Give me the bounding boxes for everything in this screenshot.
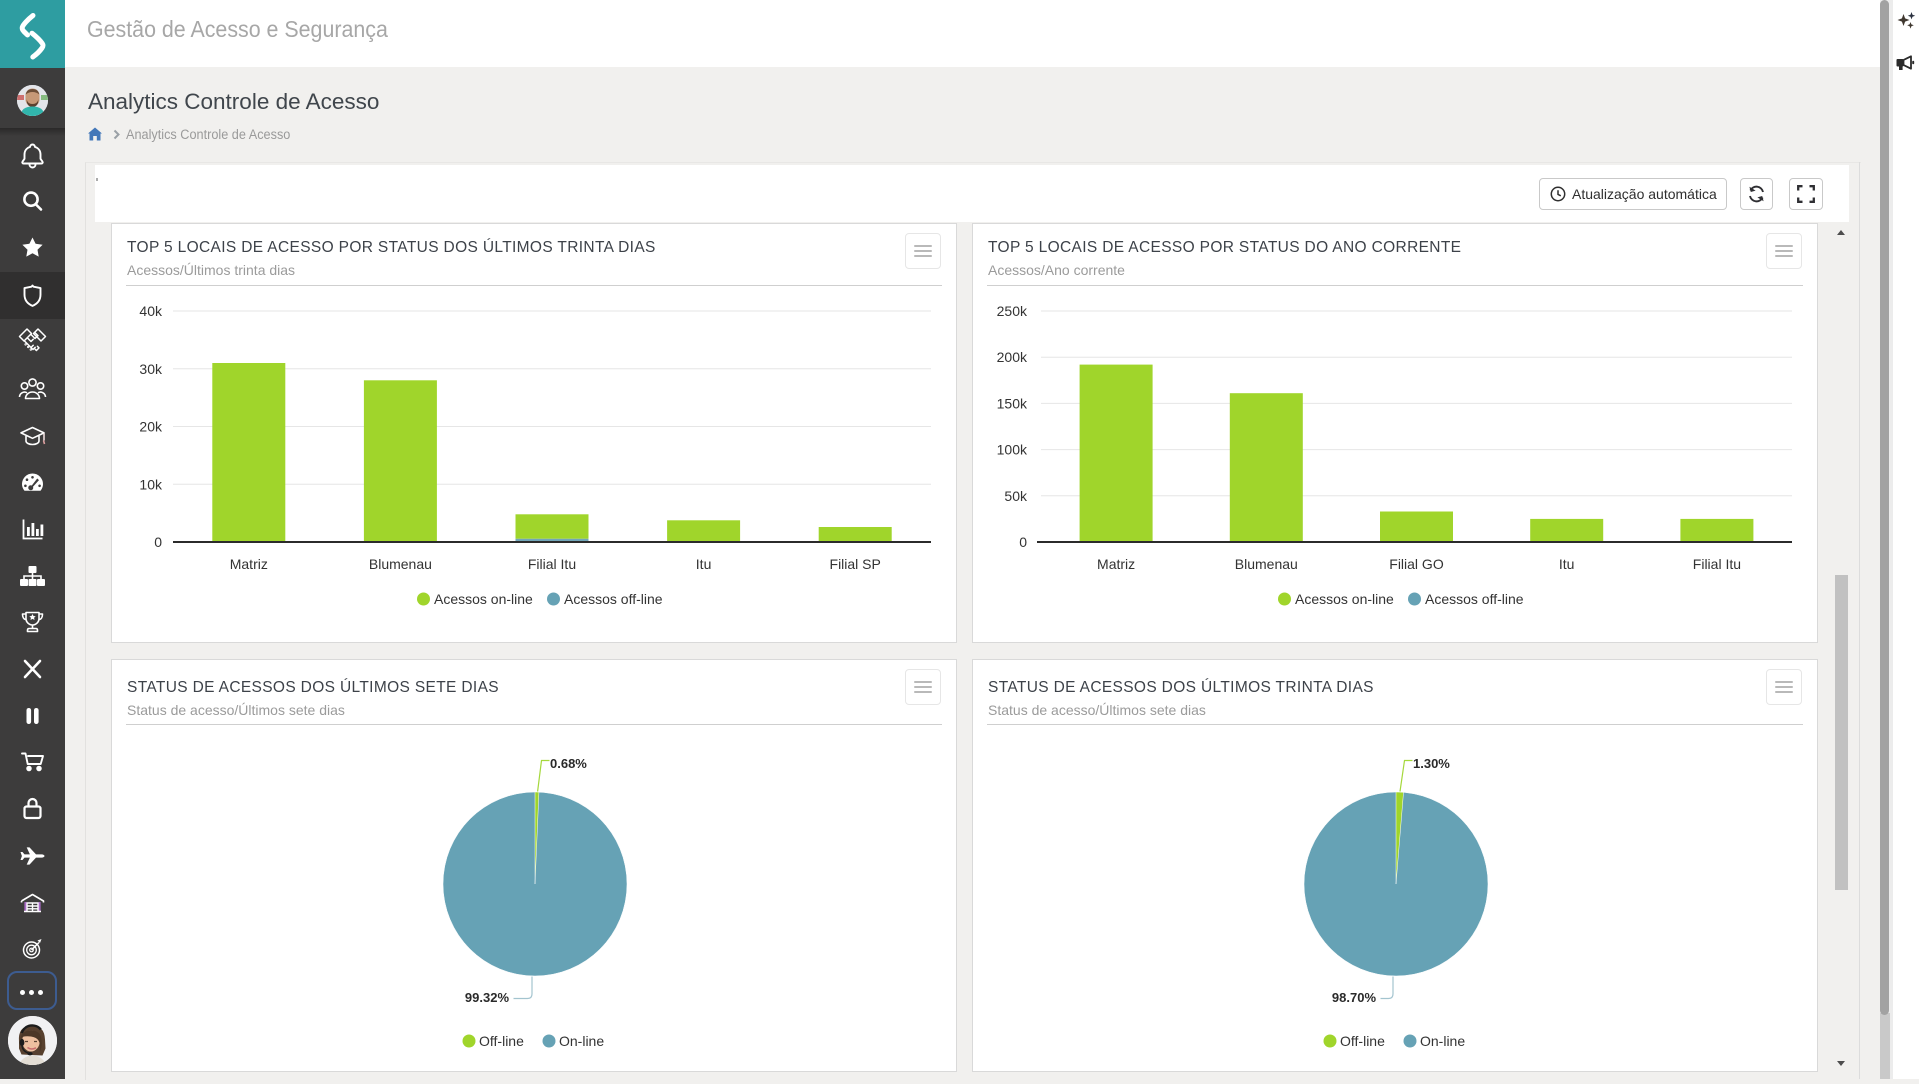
- svg-text:Acessos off-line: Acessos off-line: [1425, 591, 1524, 607]
- svg-text:1.30%: 1.30%: [1413, 756, 1450, 771]
- svg-text:Itu: Itu: [696, 556, 712, 572]
- svg-text:20k: 20k: [139, 419, 163, 435]
- svg-text:250k: 250k: [997, 303, 1028, 319]
- svg-text:Off-line: Off-line: [1340, 1033, 1385, 1049]
- svg-text:Itu: Itu: [1559, 556, 1575, 572]
- svg-text:0: 0: [1019, 534, 1027, 550]
- svg-text:Filial SP: Filial SP: [830, 556, 881, 572]
- svg-text:0.68%: 0.68%: [550, 756, 587, 771]
- svg-text:Off-line: Off-line: [479, 1033, 524, 1049]
- svg-text:Acessos off-line: Acessos off-line: [564, 591, 663, 607]
- svg-text:Matriz: Matriz: [230, 556, 268, 572]
- svg-text:On-line: On-line: [1420, 1033, 1465, 1049]
- svg-text:Acessos on-line: Acessos on-line: [434, 591, 533, 607]
- svg-text:0: 0: [154, 534, 162, 550]
- svg-text:Filial Itu: Filial Itu: [528, 556, 576, 572]
- svg-text:100k: 100k: [997, 442, 1028, 458]
- svg-text:Filial Itu: Filial Itu: [1693, 556, 1741, 572]
- svg-text:Matriz: Matriz: [1097, 556, 1135, 572]
- svg-text:On-line: On-line: [559, 1033, 604, 1049]
- svg-text:40k: 40k: [139, 303, 163, 319]
- svg-text:30k: 30k: [139, 361, 163, 377]
- svg-text:Blumenau: Blumenau: [369, 556, 432, 572]
- svg-text:150k: 150k: [997, 395, 1028, 411]
- svg-text:99.32%: 99.32%: [465, 990, 510, 1005]
- svg-text:200k: 200k: [997, 349, 1028, 365]
- svg-text:50k: 50k: [1004, 488, 1028, 504]
- svg-text:Acessos on-line: Acessos on-line: [1295, 591, 1394, 607]
- svg-text:Blumenau: Blumenau: [1235, 556, 1298, 572]
- svg-text:10k: 10k: [139, 476, 163, 492]
- svg-text:Filial GO: Filial GO: [1389, 556, 1444, 572]
- svg-text:98.70%: 98.70%: [1332, 990, 1377, 1005]
